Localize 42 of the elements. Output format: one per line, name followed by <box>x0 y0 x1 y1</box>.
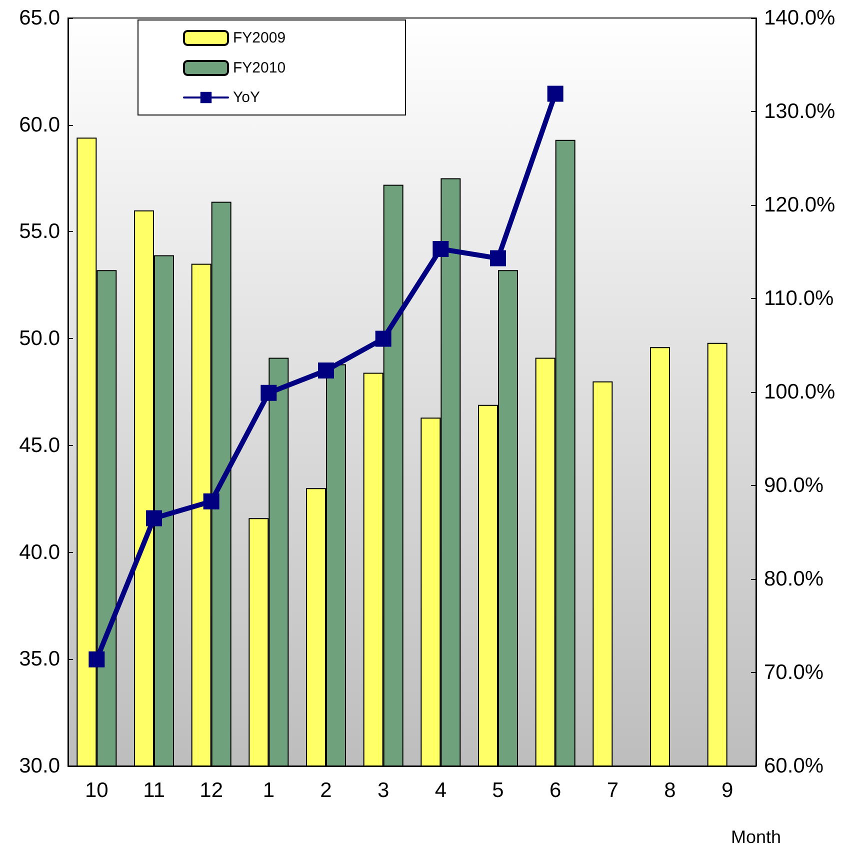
y-tick-label: 60.0 <box>19 113 60 136</box>
x-tick-label: 10 <box>84 779 108 802</box>
point <box>318 362 334 378</box>
point <box>375 330 392 347</box>
legend-label: FY2009 <box>233 30 286 46</box>
x-tick-label: 8 <box>664 779 676 802</box>
y-tick-label: 30.0 <box>19 754 60 778</box>
x-tick-label: 9 <box>721 779 734 802</box>
x-tick-label: 12 <box>200 779 224 802</box>
y-tick-label: 50.0 <box>19 327 60 350</box>
y2-tick-label: 90.0% <box>764 474 824 497</box>
y2-tick-label: 140.0% <box>764 6 836 30</box>
point <box>203 493 220 510</box>
x-tick-label: 4 <box>434 779 447 802</box>
y2-tick-label: 70.0% <box>764 661 824 684</box>
y2-tick-label: 80.0% <box>764 568 824 590</box>
y-tick-label: 45.0 <box>19 434 60 457</box>
y2-tick-label: 110.0% <box>764 287 834 310</box>
x-axis-title: Month <box>730 827 782 846</box>
x-tick-label: 3 <box>377 779 390 802</box>
x-tick-label: 1 <box>262 779 275 802</box>
point <box>432 240 449 257</box>
legend-label: FY2010 <box>233 60 286 76</box>
y-tick-label: 40.0 <box>19 540 60 564</box>
point <box>547 86 564 102</box>
y-tick-label: 65.0 <box>19 6 60 30</box>
y2-tick-label: 130.0% <box>764 100 836 123</box>
y-tick-label: 55.0 <box>19 220 60 244</box>
point <box>260 384 277 401</box>
x-tick-label: 11 <box>143 779 165 802</box>
y-tick-label: 35.0 <box>19 648 60 671</box>
y2-tick-label: 100.0% <box>764 380 836 404</box>
x-tick-label: 2 <box>320 779 332 802</box>
x-tick-label: 5 <box>492 779 504 802</box>
x-tick-label: 6 <box>549 779 562 802</box>
point <box>490 250 506 266</box>
point <box>88 651 105 668</box>
legend-label: YoY <box>233 89 260 106</box>
y2-tick-label: 60.0% <box>764 754 824 778</box>
y2-tick-label: 120.0% <box>764 194 836 216</box>
x-tick-label: 7 <box>606 779 619 802</box>
point <box>146 510 162 526</box>
